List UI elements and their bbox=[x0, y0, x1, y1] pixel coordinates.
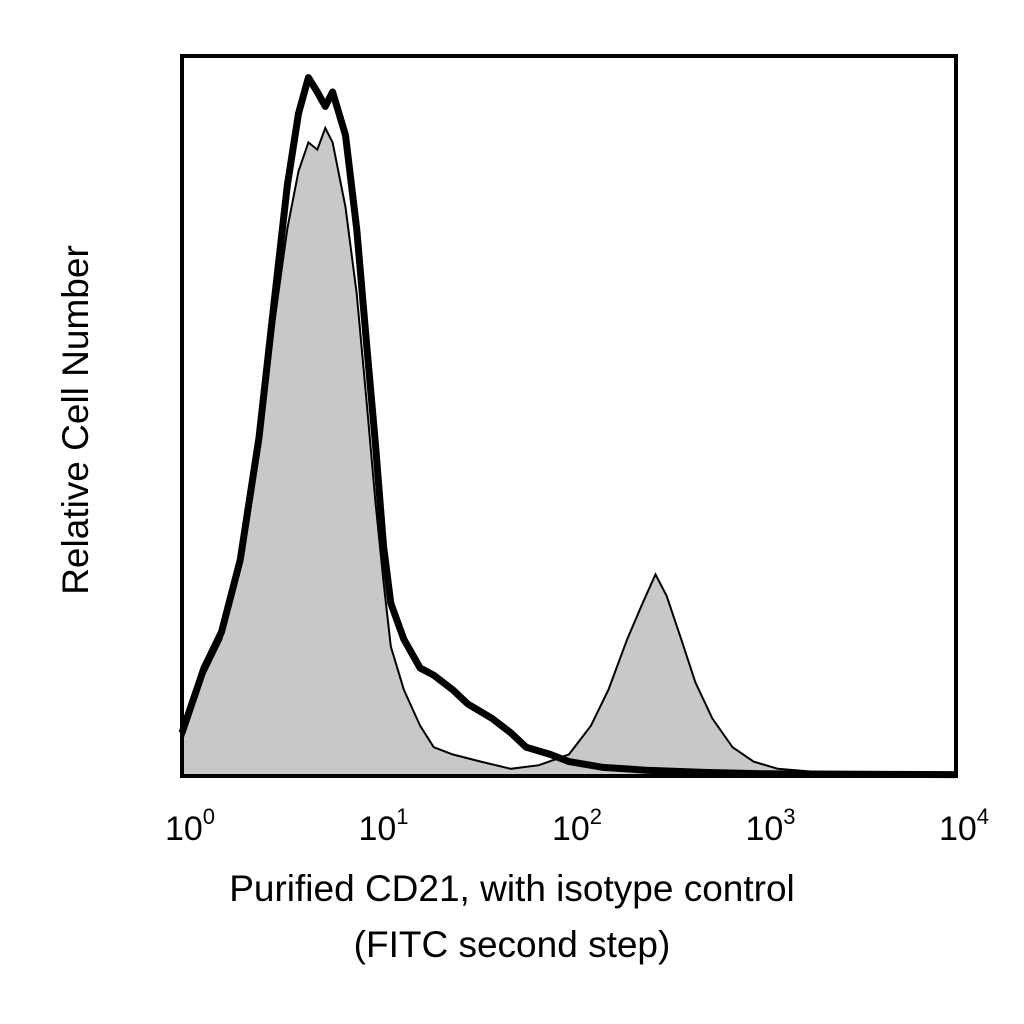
y-axis-label: Relative Cell Number bbox=[54, 245, 96, 595]
x-tick-label: 101 bbox=[358, 804, 408, 848]
x-tick-label: 103 bbox=[745, 804, 795, 848]
x-axis-label-line-2: (FITC second step) bbox=[353, 924, 671, 965]
series-layer bbox=[178, 74, 957, 779]
plot-frame bbox=[180, 54, 958, 778]
x-tick-labels: 100 101 102 103 104 bbox=[165, 804, 989, 848]
x-tick-label: 104 bbox=[939, 804, 989, 848]
x-axis-label-line-1: Purified CD21, with isotype control bbox=[229, 868, 795, 909]
histogram-line-series bbox=[178, 74, 957, 779]
x-tick-label: 102 bbox=[552, 804, 602, 848]
histogram-filled-series bbox=[181, 125, 957, 777]
x-tick-label: 100 bbox=[165, 804, 215, 848]
